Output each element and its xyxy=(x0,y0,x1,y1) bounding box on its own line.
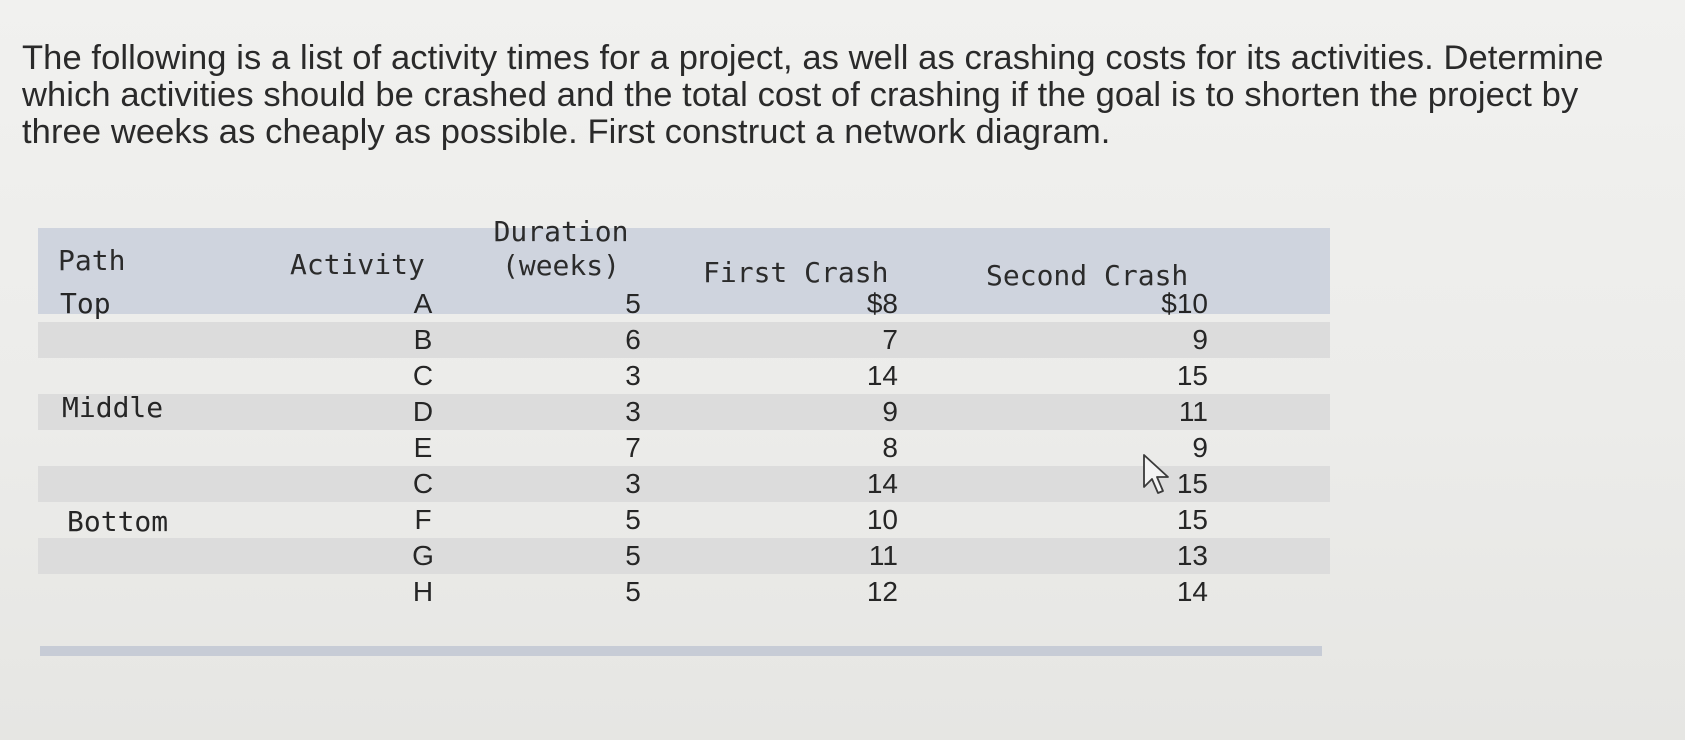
table-row: Top A 5 $8 $10 xyxy=(38,286,1330,322)
activity-cell: G xyxy=(412,540,434,571)
first-crash-cell: 14 xyxy=(866,468,898,499)
duration-cell: 5 xyxy=(625,288,641,319)
first-crash-cell: 14 xyxy=(866,360,898,391)
duration-cell: 6 xyxy=(625,324,641,355)
first-crash-cell: $8 xyxy=(866,288,898,319)
first-crash-cell: 9 xyxy=(882,396,898,427)
crashing-cost-table: Path Activity Duration (weeks) First Cra… xyxy=(38,215,1338,673)
first-crash-cell: 10 xyxy=(866,504,898,535)
activity-cell: H xyxy=(412,576,434,607)
header-path: Path xyxy=(58,244,126,277)
table-row: Bottom F 5 10 15 xyxy=(38,502,1330,538)
second-crash-cell: 13 xyxy=(1176,540,1208,571)
activity-cell: E xyxy=(413,432,433,463)
activity-cell: F xyxy=(414,504,432,535)
activity-cell: A xyxy=(413,288,433,319)
second-crash-cell: 15 xyxy=(1176,504,1208,535)
second-crash-cell: 9 xyxy=(1192,432,1208,463)
table-row: C 3 14 15 xyxy=(38,466,1330,502)
second-crash-cell: 11 xyxy=(1178,396,1208,427)
question-text: The following is a list of activity time… xyxy=(22,39,1604,151)
header-duration-line1: Duration xyxy=(493,215,629,248)
first-crash-cell: 7 xyxy=(882,324,898,355)
duration-cell: 3 xyxy=(625,396,641,427)
path-cell: Middle xyxy=(62,391,164,424)
activity-cell: B xyxy=(413,324,433,355)
second-crash-cell: 14 xyxy=(1176,576,1208,607)
duration-cell: 7 xyxy=(625,432,641,463)
header-duration: Duration (weeks) xyxy=(486,215,636,283)
table-bottom-rule xyxy=(40,646,1322,656)
second-crash-cell: $10 xyxy=(1161,288,1208,319)
second-crash-cell: 15 xyxy=(1176,468,1208,499)
header-first-crash: First Crash xyxy=(703,256,889,289)
pointer-cursor-icon xyxy=(1143,454,1169,494)
table-row: C 3 14 15 xyxy=(38,358,1330,394)
table-row: Middle D 3 9 11 xyxy=(38,391,1330,430)
duration-cell: 3 xyxy=(625,360,641,391)
first-crash-cell: 12 xyxy=(866,576,898,607)
duration-cell: 5 xyxy=(625,504,641,535)
duration-cell: 5 xyxy=(625,576,641,607)
header-activity: Activity xyxy=(290,248,425,281)
path-cell: Top xyxy=(60,287,111,320)
path-cell: Bottom xyxy=(67,505,169,538)
second-crash-cell: 15 xyxy=(1176,360,1208,391)
second-crash-cell: 9 xyxy=(1192,324,1208,355)
activity-cell: C xyxy=(412,360,434,391)
table-row: B 6 7 9 xyxy=(38,322,1330,358)
activity-cell: D xyxy=(412,396,434,427)
first-crash-cell: 8 xyxy=(882,432,898,463)
table-header xyxy=(38,228,1330,314)
table-row: G 5 11 13 xyxy=(38,538,1330,574)
header-duration-line2: (weeks) xyxy=(501,249,620,282)
table-row: E 7 8 9 xyxy=(38,430,1330,466)
header-second-crash: Second Crash xyxy=(986,259,1189,292)
first-crash-cell: 11 xyxy=(868,540,898,571)
duration-cell: 5 xyxy=(625,540,641,571)
table-row: H 5 12 14 xyxy=(38,574,1330,610)
activity-cell: C xyxy=(412,468,434,499)
duration-cell: 3 xyxy=(625,468,641,499)
